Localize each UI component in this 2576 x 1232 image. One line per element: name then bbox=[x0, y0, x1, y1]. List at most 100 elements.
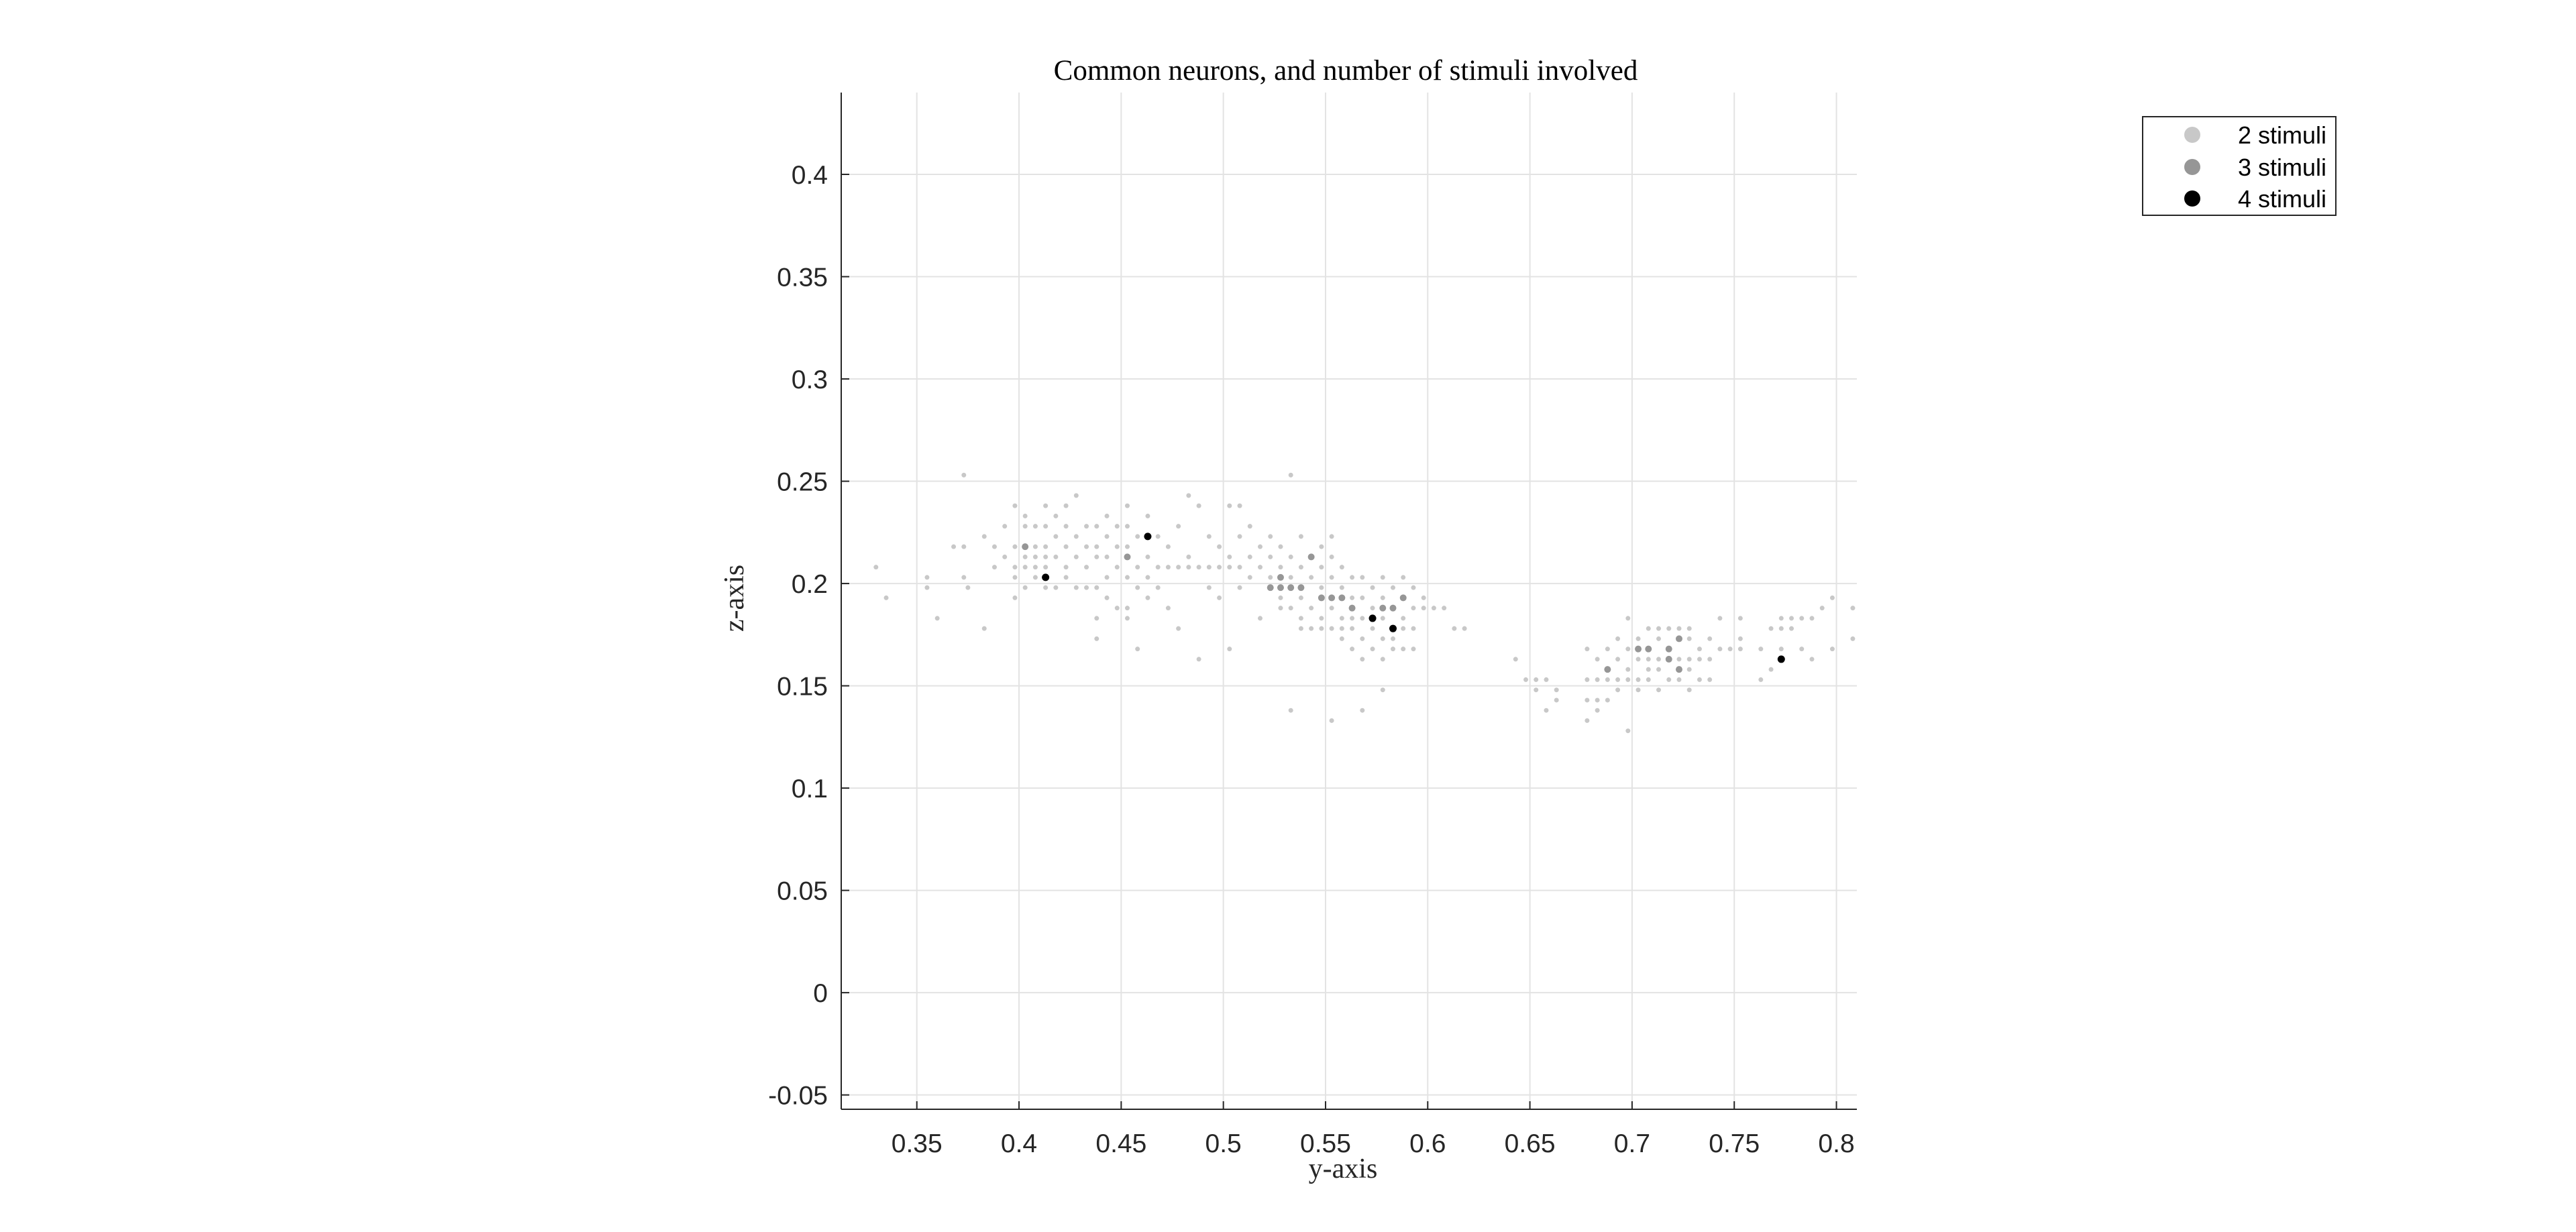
data-point bbox=[1186, 554, 1191, 559]
data-point bbox=[1411, 647, 1416, 652]
data-point bbox=[1073, 554, 1079, 559]
data-point bbox=[1104, 554, 1110, 559]
data-point bbox=[1043, 554, 1049, 559]
data-point bbox=[1707, 657, 1713, 662]
data-point bbox=[1850, 636, 1856, 641]
data-point bbox=[1144, 533, 1152, 541]
data-point bbox=[1360, 657, 1365, 662]
data-point bbox=[1237, 534, 1242, 539]
data-point bbox=[1595, 677, 1600, 682]
data-point bbox=[1012, 575, 1018, 580]
data-point bbox=[1022, 565, 1028, 570]
data-point bbox=[1022, 554, 1028, 559]
data-point bbox=[1022, 524, 1028, 529]
data-point bbox=[1809, 616, 1815, 621]
data-point bbox=[1277, 573, 1284, 581]
data-point bbox=[1124, 606, 1130, 611]
data-point bbox=[1043, 585, 1049, 590]
data-point bbox=[1676, 657, 1682, 662]
data-point bbox=[1615, 687, 1621, 693]
data-point bbox=[1186, 565, 1191, 570]
data-point bbox=[1206, 534, 1212, 539]
data-point bbox=[1217, 565, 1222, 570]
data-point bbox=[1646, 626, 1651, 631]
data-point bbox=[1217, 544, 1222, 549]
data-point bbox=[1544, 677, 1549, 682]
data-point bbox=[1625, 647, 1631, 652]
data-point bbox=[1348, 604, 1356, 612]
x-tick-label: 0.35 bbox=[892, 1129, 943, 1158]
data-point bbox=[1094, 554, 1099, 559]
data-point bbox=[1319, 565, 1324, 570]
data-point bbox=[1196, 503, 1201, 508]
data-point bbox=[1717, 616, 1723, 621]
data-point bbox=[1073, 534, 1079, 539]
data-point bbox=[1585, 647, 1590, 652]
data-point bbox=[1585, 697, 1590, 703]
data-point bbox=[1697, 657, 1702, 662]
data-point bbox=[961, 544, 967, 549]
data-point bbox=[1227, 647, 1232, 652]
data-point bbox=[1380, 657, 1385, 662]
data-point bbox=[1534, 687, 1539, 693]
data-point bbox=[1727, 647, 1733, 652]
data-point bbox=[1277, 584, 1284, 592]
data-point bbox=[1135, 647, 1140, 652]
data-point bbox=[981, 534, 987, 539]
data-point bbox=[1309, 626, 1314, 631]
data-point bbox=[1145, 575, 1150, 580]
data-point bbox=[883, 595, 889, 600]
data-point bbox=[1819, 606, 1825, 611]
x-axis-ticks: 0.35 0.4 0.45 0.5 0.55 0.6 0.65 0.7 0.75 0.8 bbox=[892, 1101, 1855, 1158]
data-point bbox=[1176, 626, 1181, 631]
y-tick-label: 0.4 bbox=[792, 161, 828, 190]
legend-label-3-stimuli: 3 stimuli bbox=[2238, 154, 2326, 181]
data-point bbox=[1114, 524, 1120, 529]
data-point bbox=[1401, 647, 1406, 652]
data-point bbox=[1380, 616, 1385, 621]
data-point bbox=[1319, 544, 1324, 549]
data-point bbox=[1544, 708, 1549, 713]
data-point bbox=[1114, 606, 1120, 611]
data-point bbox=[1002, 524, 1008, 529]
x-axis-title: y-axis bbox=[1309, 1154, 1378, 1184]
data-point bbox=[1165, 565, 1171, 570]
data-point bbox=[1380, 575, 1385, 580]
data-point bbox=[1257, 616, 1263, 621]
data-point bbox=[1665, 645, 1672, 653]
data-point bbox=[1380, 636, 1385, 641]
data-point bbox=[1309, 575, 1314, 580]
data-point bbox=[1135, 565, 1140, 570]
data-point bbox=[1789, 626, 1794, 631]
data-point bbox=[1155, 585, 1161, 590]
data-point bbox=[1778, 647, 1784, 652]
data-point bbox=[1063, 575, 1069, 580]
data-point bbox=[1298, 626, 1303, 631]
data-point bbox=[1053, 534, 1059, 539]
data-point bbox=[1104, 534, 1110, 539]
data-point bbox=[1809, 657, 1815, 662]
data-point bbox=[1186, 493, 1191, 498]
data-point bbox=[1094, 636, 1099, 641]
data-point bbox=[1360, 575, 1365, 580]
legend-marker-4-stimuli bbox=[2184, 190, 2200, 207]
data-point bbox=[1094, 585, 1099, 590]
x-tick-label: 0.55 bbox=[1300, 1129, 1351, 1158]
data-point bbox=[1104, 595, 1110, 600]
data-point bbox=[1012, 595, 1018, 600]
data-point bbox=[1053, 554, 1059, 559]
y-tick-label: 0.3 bbox=[792, 366, 828, 394]
data-point bbox=[1676, 626, 1682, 631]
chart-title: Common neurons, and number of stimuli in… bbox=[1054, 55, 1638, 87]
legend-label-4-stimuli: 4 stimuli bbox=[2238, 185, 2326, 213]
data-point bbox=[1022, 513, 1028, 518]
data-point bbox=[1124, 575, 1130, 580]
data-point bbox=[1666, 677, 1672, 682]
data-point bbox=[1585, 677, 1590, 682]
data-point bbox=[1370, 647, 1375, 652]
data-point bbox=[1022, 585, 1028, 590]
data-point bbox=[1298, 595, 1303, 600]
y-axis-ticks: -0.05 0 0.05 0.1 0.15 0.2 0.25 0.3 0.35 0.4 bbox=[768, 161, 849, 1111]
y-tick-label: 0.15 bbox=[777, 673, 828, 702]
data-point bbox=[1227, 503, 1232, 508]
